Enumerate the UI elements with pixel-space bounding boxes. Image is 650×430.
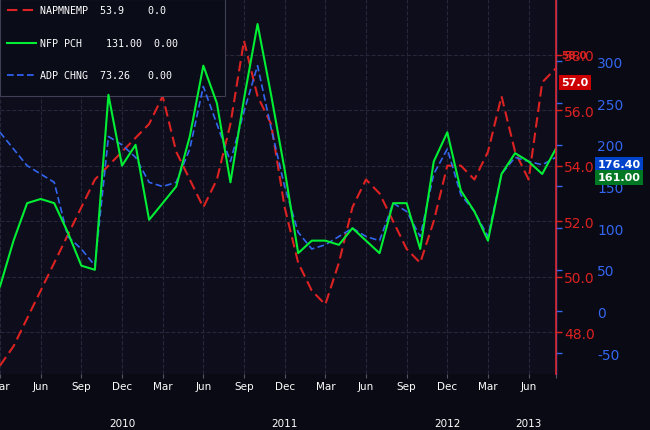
Text: 2011: 2011 <box>272 418 298 428</box>
Text: 58.0: 58.0 <box>562 50 587 60</box>
Text: 57.0: 57.0 <box>562 78 588 88</box>
Text: 2010: 2010 <box>109 418 135 428</box>
Bar <box>0 0 225 97</box>
Text: 2013: 2013 <box>515 418 542 428</box>
Text: 176.40: 176.40 <box>597 160 640 170</box>
Text: NAPMNEMP  53.9    0.0: NAPMNEMP 53.9 0.0 <box>40 6 166 16</box>
Text: NFP PCH    131.00  0.00: NFP PCH 131.00 0.00 <box>40 39 178 49</box>
Text: 161.00: 161.00 <box>597 173 640 183</box>
Text: ADP CHNG  73.26   0.00: ADP CHNG 73.26 0.00 <box>40 71 172 81</box>
Text: 2012: 2012 <box>434 418 460 428</box>
